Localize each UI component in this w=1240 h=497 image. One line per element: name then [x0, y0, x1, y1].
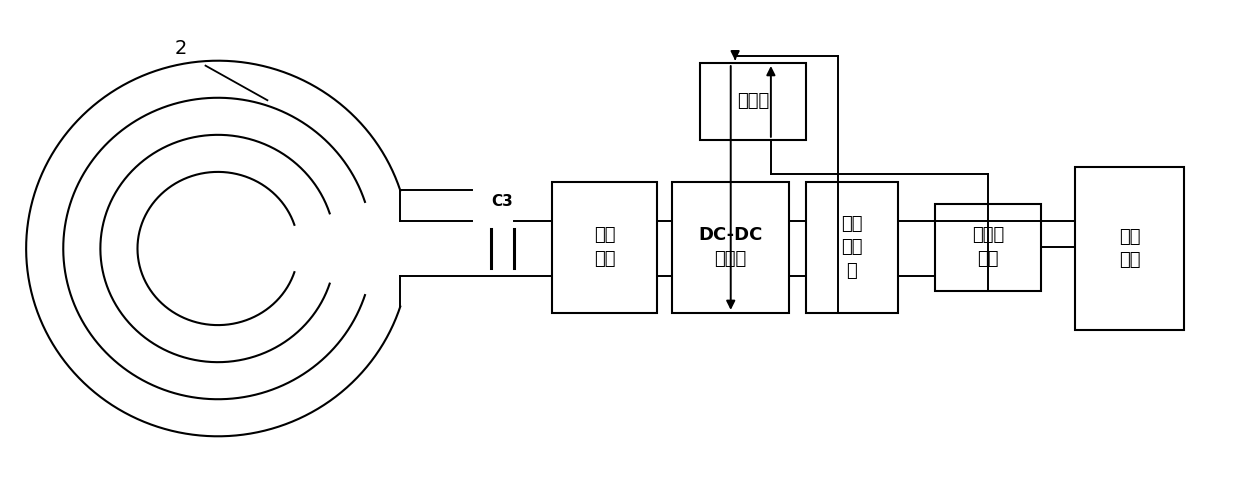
Bar — [935, 204, 1040, 291]
Text: DC-DC
变换器: DC-DC 变换器 — [698, 227, 763, 268]
Text: 电流传
感器: 电流传 感器 — [972, 227, 1004, 268]
Text: C3: C3 — [491, 194, 513, 209]
Bar — [701, 63, 806, 140]
Text: 2: 2 — [175, 39, 187, 58]
Bar — [552, 182, 657, 313]
Text: 整流
电路: 整流 电路 — [594, 227, 615, 268]
Bar — [806, 182, 898, 313]
Bar — [1075, 167, 1184, 330]
Text: 电压
传感
器: 电压 传感 器 — [841, 215, 863, 280]
Text: 控制器: 控制器 — [737, 92, 769, 110]
Text: 汽车
电机: 汽车 电机 — [1118, 228, 1141, 269]
Bar — [672, 182, 790, 313]
